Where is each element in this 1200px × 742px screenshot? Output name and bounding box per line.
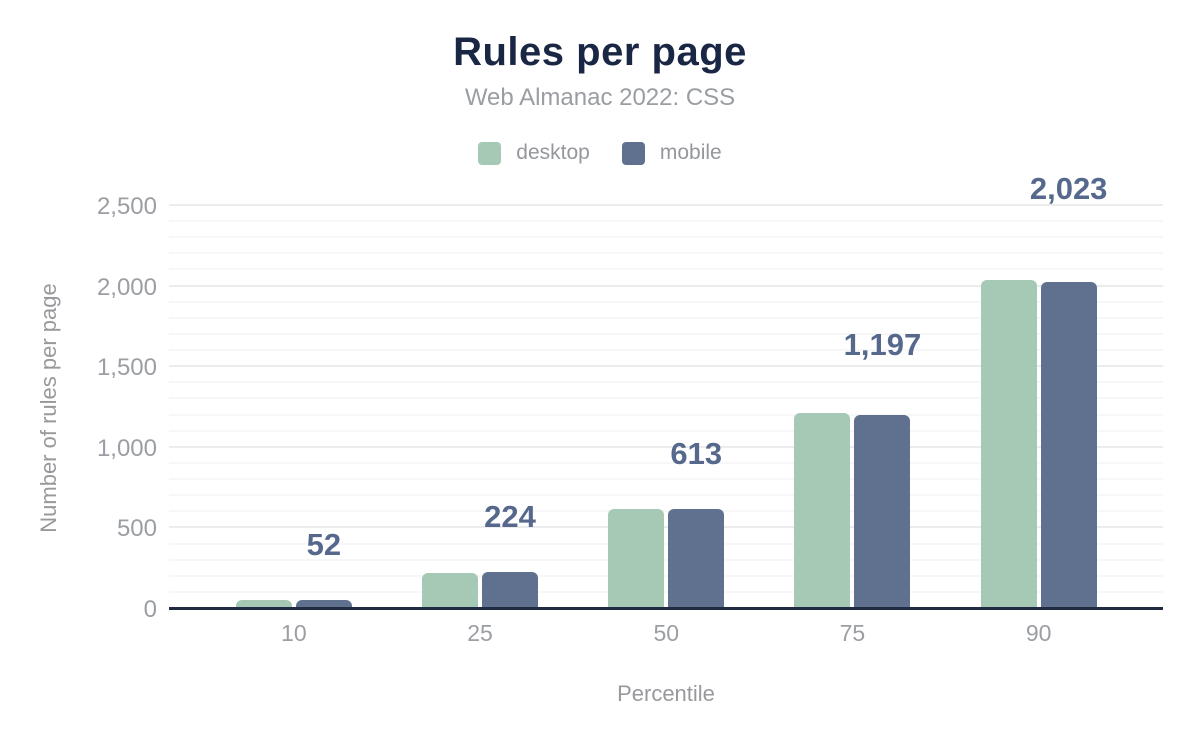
y-tick-label: 1,000	[96, 434, 157, 462]
major-gridline	[169, 445, 1163, 448]
bar-value-label: 1,197	[843, 326, 922, 362]
x-tick-label: 75	[839, 620, 866, 646]
legend: desktop mobile	[0, 141, 1200, 165]
minor-gridline	[169, 510, 1163, 513]
desktop-swatch-icon	[478, 141, 502, 165]
bar-value-label: 613	[670, 436, 723, 472]
mobile-swatch-icon	[621, 141, 645, 165]
major-gridline	[169, 526, 1163, 529]
bar-mobile-p75	[854, 415, 911, 608]
x-tick-label: 90	[1025, 620, 1052, 646]
chart-title: Rules per page	[453, 30, 747, 74]
minor-gridline	[169, 478, 1163, 481]
minor-gridline	[169, 332, 1163, 335]
y-tick-label: 500	[116, 515, 157, 543]
minor-gridline	[169, 381, 1163, 384]
y-tick-label: 1,500	[96, 354, 157, 382]
major-gridline	[169, 204, 1163, 206]
bar-mobile-p25	[482, 572, 539, 608]
minor-gridline	[169, 268, 1163, 271]
minor-gridline	[169, 252, 1163, 255]
x-axis-title: Percentile	[617, 681, 715, 706]
bar-mobile-p90	[1040, 282, 1097, 608]
y-tick-label: 0	[143, 596, 157, 623]
minor-gridline	[169, 558, 1163, 561]
bar-desktop-p25	[422, 573, 479, 608]
minor-gridline	[169, 494, 1163, 497]
bar-desktop-p75	[794, 413, 851, 608]
y-tick-label: 2,000	[96, 273, 157, 301]
chart-subtitle: Web Almanac 2022: CSS	[464, 84, 736, 111]
minor-gridline	[169, 300, 1163, 303]
x-axis-line	[169, 606, 1163, 610]
minor-gridline	[169, 220, 1163, 223]
bar-value-label: 2,023	[1029, 171, 1108, 207]
legend-item-desktop: desktop	[478, 141, 590, 165]
legend-item-mobile: mobile	[621, 141, 722, 165]
bar-value-label: 224	[484, 498, 536, 534]
minor-gridline	[169, 590, 1163, 593]
major-gridline	[169, 284, 1163, 287]
minor-gridline	[169, 349, 1163, 352]
bar-mobile-p10	[295, 600, 352, 608]
minor-gridline	[169, 461, 1163, 464]
y-tick-label: 2,500	[96, 193, 157, 220]
minor-gridline	[169, 574, 1163, 577]
x-tick-label: 50	[653, 620, 680, 646]
bar-desktop-p10	[235, 600, 292, 608]
x-tick-label: 25	[467, 620, 493, 646]
bar-desktop-p90	[980, 280, 1037, 608]
bar-value-label: 52	[306, 526, 342, 562]
major-gridline	[169, 365, 1163, 368]
minor-gridline	[169, 429, 1163, 432]
minor-gridline	[169, 397, 1163, 400]
minor-gridline	[169, 413, 1163, 416]
legend-label-mobile: mobile	[659, 141, 722, 164]
bar-mobile-p50	[668, 509, 725, 608]
minor-gridline	[169, 316, 1163, 319]
minor-gridline	[169, 236, 1163, 239]
bar-desktop-p50	[608, 509, 665, 608]
x-tick-label: 10	[281, 620, 307, 646]
minor-gridline	[169, 542, 1163, 545]
legend-label-desktop: desktop	[516, 141, 590, 164]
